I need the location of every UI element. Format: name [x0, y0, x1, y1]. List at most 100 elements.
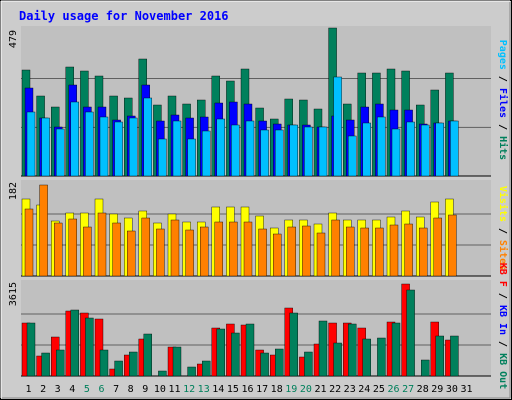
panel-2-legend: Visits / Sites	[497, 186, 509, 270]
bar-pages-day-6	[99, 116, 109, 177]
bar-kb-out-day-17	[260, 352, 269, 377]
bar-pages-day-5	[85, 111, 94, 177]
bar-pages-day-7	[114, 121, 123, 177]
bar-pages-day-28	[421, 124, 430, 177]
bar-sites-day-13	[199, 226, 209, 277]
legend-entry-3-2: /	[497, 287, 508, 305]
bar-pages-day-16	[245, 120, 255, 177]
bar-kb-out-day-21	[318, 320, 328, 377]
bar-kb-out-day-30	[450, 335, 459, 377]
x-tick-label-19: 19	[285, 384, 297, 395]
x-tick-label-28: 28	[417, 384, 429, 395]
bar-sites-day-22	[331, 219, 340, 277]
bar-sites-day-15	[229, 221, 238, 277]
legend-entry-2-1: Visits	[497, 186, 509, 222]
bar-kb-out-day-18	[275, 348, 284, 377]
chart-title: Daily usage for November 2016	[19, 9, 229, 23]
bar-kb-out-day-2	[41, 352, 50, 377]
bar-pages-day-13	[201, 130, 211, 177]
bar-kb-out-day-1	[26, 322, 36, 377]
legend-entry-2-3: Sites	[497, 240, 509, 270]
bar-sites-day-23	[346, 226, 355, 277]
bar-pages-day-21	[318, 126, 328, 177]
bar-sites-day-17	[258, 228, 267, 277]
legend-entry-1-4: /	[497, 118, 508, 136]
bar-pages-day-14	[216, 118, 226, 177]
bar-sites-day-2	[39, 184, 48, 277]
bar-sites-day-29	[433, 217, 442, 277]
bar-pages-day-9	[143, 97, 153, 177]
bar-sites-day-30	[448, 214, 457, 277]
bar-sites-day-1	[24, 208, 34, 277]
x-tick-label-23: 23	[344, 384, 356, 395]
x-tick-label-6: 6	[98, 384, 104, 395]
bar-sites-day-4	[68, 218, 78, 277]
x-tick-label-22: 22	[329, 384, 341, 395]
bar-sites-day-8	[126, 230, 136, 277]
bar-kb-out-day-14	[216, 328, 226, 377]
legend-entry-3-5: KB Out	[497, 353, 508, 389]
x-tick-label-16: 16	[241, 384, 253, 395]
x-tick-label-15: 15	[227, 384, 239, 395]
bar-sites-day-5	[83, 226, 92, 277]
bar-pages-day-17	[260, 129, 269, 177]
bar-pages-day-30	[450, 120, 459, 177]
bar-sites-day-16	[243, 221, 253, 277]
bar-kb-out-day-20	[304, 351, 313, 377]
bar-kb-out-day-19	[289, 312, 298, 377]
x-tick-label-26: 26	[387, 384, 399, 395]
bar-sites-day-7	[112, 222, 121, 277]
bar-kb-out-day-28	[421, 359, 430, 377]
bar-kb-in-day-6	[94, 318, 104, 377]
x-tick-label-11: 11	[168, 384, 180, 395]
x-tick-label-9: 9	[142, 384, 148, 395]
bar-sites-day-9	[141, 217, 151, 277]
x-tick-label-3: 3	[55, 384, 61, 395]
panel-3-legend: KB F / KB In / KB Out	[497, 263, 508, 389]
bar-pages-day-27	[406, 121, 415, 177]
bar-pages-day-12	[187, 138, 196, 177]
bar-sites-day-12	[185, 229, 194, 277]
bar-sites-day-28	[419, 227, 428, 277]
bar-kb-out-day-22	[333, 342, 342, 377]
bar-kb-out-day-29	[435, 335, 444, 377]
x-tick-label-20: 20	[300, 384, 312, 395]
legend-entry-3-4: /	[497, 335, 508, 353]
bar-sites-day-24	[360, 227, 369, 277]
panel-3-ymax-label: 3615	[8, 282, 19, 306]
bar-pages-day-2	[41, 117, 50, 177]
bar-pages-day-29	[435, 122, 444, 177]
panel-2-ymax-label: 182	[8, 182, 19, 200]
x-tick-label-18: 18	[271, 384, 283, 395]
bar-pages-day-26	[391, 128, 401, 177]
bar-pages-day-8	[128, 117, 138, 177]
bar-kb-out-day-11	[172, 346, 182, 377]
bar-kb-out-day-26	[391, 322, 401, 377]
bar-kb-out-day-10	[158, 370, 167, 377]
bar-kb-out-day-23	[348, 323, 357, 377]
bar-sites-day-10	[156, 228, 165, 277]
bar-sites-day-26	[389, 224, 399, 277]
bar-pages-day-22	[333, 76, 342, 177]
x-tick-label-25: 25	[373, 384, 385, 395]
bar-kb-out-day-24	[362, 338, 371, 377]
x-tick-label-5: 5	[84, 384, 90, 395]
legend-entry-1-3: Files	[497, 88, 509, 118]
legend-entry-1-1: Pages	[497, 40, 508, 70]
x-tick-label-24: 24	[358, 384, 370, 395]
bar-sites-day-25	[375, 227, 384, 277]
bar-kb-out-day-8	[128, 351, 138, 377]
x-tick-label-1: 1	[25, 384, 31, 395]
bar-pages-day-23	[348, 135, 357, 177]
bar-kb-out-day-13	[201, 360, 211, 377]
bar-kb-out-day-27	[406, 289, 415, 377]
bar-kb-out-day-15	[231, 332, 240, 377]
bar-kb-out-day-12	[187, 366, 196, 377]
bar-kb-out-day-6	[99, 349, 109, 377]
bar-kb-out-day-16	[245, 323, 255, 377]
legend-entry-1-5: Hits	[497, 136, 509, 160]
bar-sites-day-21	[316, 232, 326, 277]
bar-sites-day-14	[214, 221, 224, 277]
bar-sites-day-18	[273, 233, 282, 277]
